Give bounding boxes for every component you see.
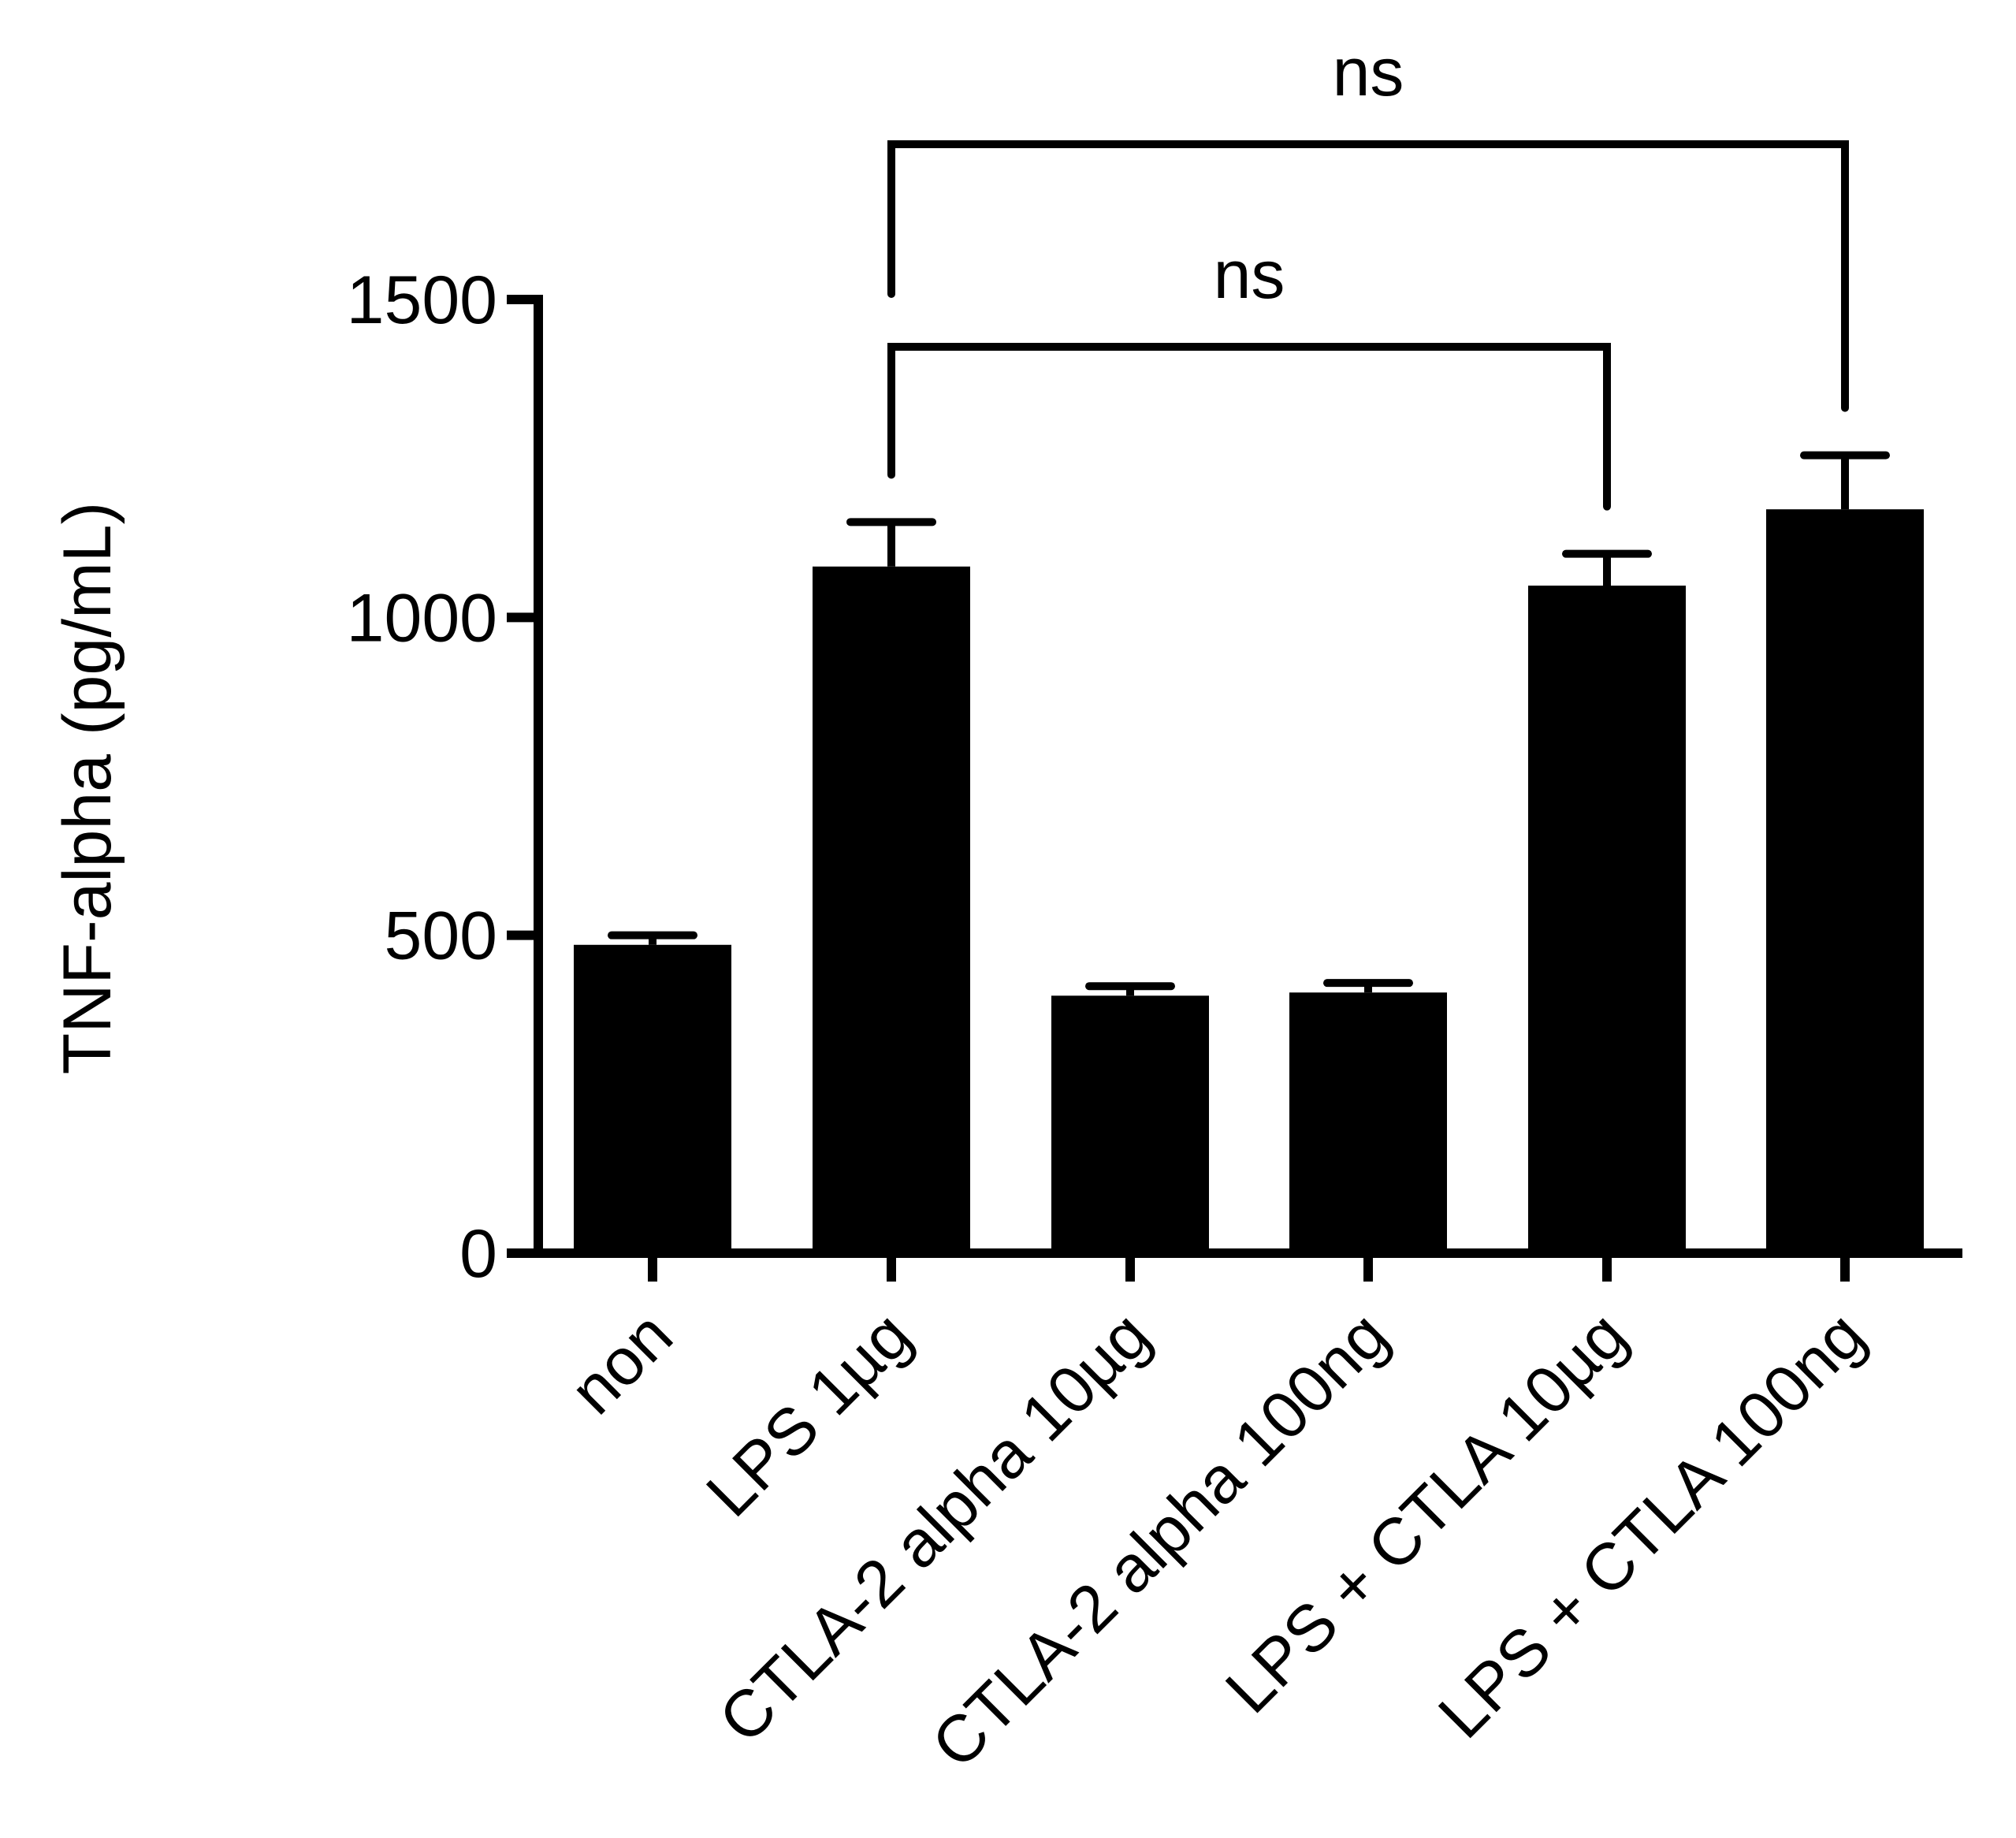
y-tick-label: 1500 xyxy=(347,262,497,338)
significance-annotations: ns ns xyxy=(887,35,1849,511)
bar xyxy=(1289,992,1447,1253)
y-tick-label: 1000 xyxy=(347,580,497,656)
y-ticks: 0 500 1000 1500 xyxy=(347,262,538,1292)
significance-label: ns xyxy=(1333,35,1404,110)
x-category-label: LPS + CTLA 10µg xyxy=(1211,1297,1641,1727)
y-axis-title: TNF-alpha (pg/mL) xyxy=(50,502,125,1074)
bar xyxy=(1766,509,1924,1253)
bar xyxy=(813,566,970,1253)
significance-bracket xyxy=(887,343,1611,511)
axes-layer xyxy=(534,295,1962,1258)
x-category-label: CTLA-2 alpha 100ng xyxy=(917,1297,1402,1782)
x-category-label: LPS + CTLA 100ng xyxy=(1424,1297,1879,1752)
x-category-label: LPS 1µg xyxy=(692,1297,925,1531)
error-bars-layer xyxy=(608,451,1890,996)
x-category-label: CTLA-2 alpha 10µg xyxy=(705,1297,1164,1757)
significance-bracket xyxy=(887,140,1849,412)
significance-label: ns xyxy=(1214,237,1285,313)
x-category-label: non xyxy=(556,1297,686,1428)
y-tick-label: 500 xyxy=(385,899,498,974)
bar xyxy=(574,944,731,1253)
y-tick-label: 0 xyxy=(459,1216,497,1292)
bars-layer xyxy=(574,509,1924,1253)
bar xyxy=(1051,995,1209,1253)
bar xyxy=(1528,586,1686,1253)
